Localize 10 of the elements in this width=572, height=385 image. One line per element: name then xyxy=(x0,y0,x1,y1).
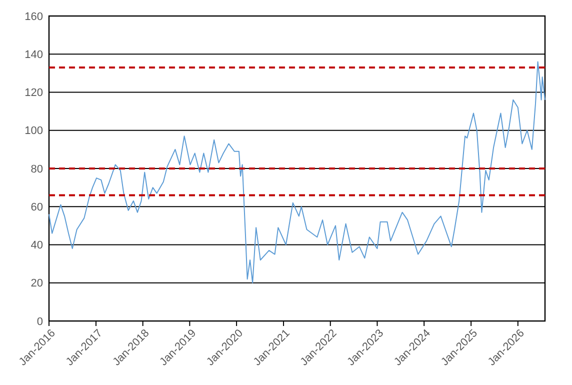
y-tick-label: 160 xyxy=(24,10,43,23)
line-series xyxy=(48,61,546,284)
y-tick-label: 100 xyxy=(24,125,43,138)
y-tick-label: 40 xyxy=(30,240,43,252)
y-tick-label: 0 xyxy=(36,316,43,328)
y-tick-label: 120 xyxy=(24,87,43,100)
y-tick-label: 80 xyxy=(30,163,43,176)
y-tick-label: 140 xyxy=(24,48,43,61)
y-tick-label: 60 xyxy=(30,201,43,214)
y-tick-label: 20 xyxy=(30,278,43,290)
